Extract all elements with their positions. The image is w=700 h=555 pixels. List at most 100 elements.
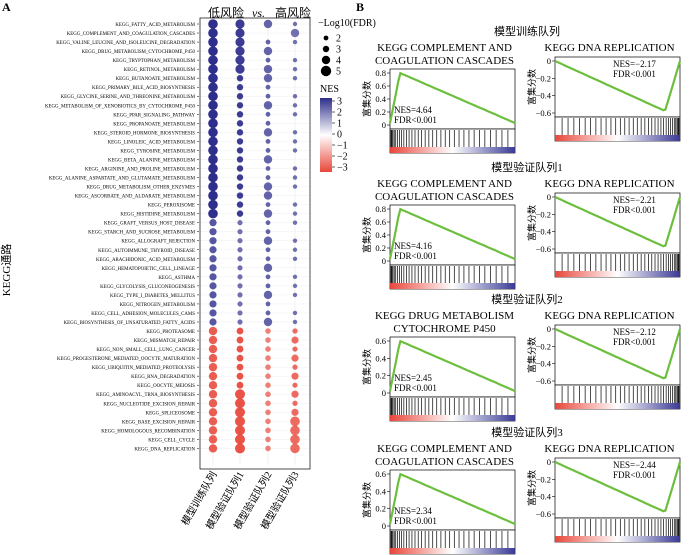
dot	[290, 425, 300, 436]
pathway-label: KEGG_ARGININE_AND_PROLINE_METABOLISM	[85, 167, 196, 172]
dot	[209, 255, 217, 263]
dot	[265, 301, 271, 307]
gsea-y-label: 富集分数	[361, 482, 372, 518]
dot	[292, 94, 298, 99]
dot	[208, 381, 218, 390]
gsea-nes: NES=−2.21	[613, 195, 656, 205]
gsea-y-tick-label: −0.6	[536, 108, 551, 118]
gsea-y-tick-label: 0.8	[375, 204, 386, 214]
enrichment-curve	[388, 207, 516, 261]
dot	[292, 175, 298, 180]
gsea-y-tick-label: −0.2	[536, 341, 551, 351]
gsea-y-tick-label: 0.2	[375, 371, 386, 381]
dot	[291, 336, 299, 344]
pathway-label: KEGG_HISTIDINE_METABOLISM	[120, 213, 195, 218]
pathway-label: KEGG_UBIQUITIN_MEDIATED_PROTEOLYSIS	[92, 366, 196, 371]
gsea-y-tick-label: 0.4	[375, 486, 386, 496]
gsea-nes: NES=−2.17	[613, 59, 656, 69]
pathway-label: KEGG_AUTOIMMUNE_THYROID_DISEASE	[98, 249, 195, 254]
dot	[263, 155, 273, 164]
dot	[236, 363, 244, 371]
pathway-label: KEGG_VALINE_LEUCINE_AND_ISOLEUCINE_DEGRA…	[56, 41, 195, 46]
dot	[208, 344, 218, 354]
pathway-label: KEGG_GLYCOLYSIS_GLUCONEOGENESIS	[100, 285, 195, 290]
dot-matrix	[208, 19, 300, 454]
pathway-label: KEGG_BIOSYNTHESIS_OF_UNSATURATED_FATTY_A…	[64, 321, 196, 326]
gsea-y-tick-label: −0.4	[536, 227, 552, 237]
gsea-y-tick-label: 0	[382, 521, 386, 531]
size-legend-label: 2	[336, 34, 341, 45]
pathway-label: KEGG_NUCLEOTIDE_EXCISION_REPAIR	[103, 402, 195, 407]
dot	[208, 181, 218, 192]
dot	[208, 390, 218, 399]
gsea-y-tick-label: 0	[547, 457, 551, 467]
dot	[292, 310, 298, 316]
dot	[292, 103, 298, 108]
dot	[292, 21, 298, 27]
pathway-label: KEGG_NITROGEN_METABOLISM	[120, 303, 196, 308]
dot	[208, 46, 218, 56]
gsea-title: KEGG COMPLEMENT AND	[377, 42, 512, 54]
gsea-fdr: FDR<0.001	[394, 383, 437, 393]
dot	[263, 182, 273, 191]
size-legend-dot	[321, 55, 331, 65]
dot	[208, 118, 218, 129]
dot	[208, 444, 218, 453]
pathway-label: KEGG_HOMOLOGOUS_RECOMBINATION	[101, 429, 195, 434]
dot	[236, 336, 244, 344]
dot	[263, 290, 273, 300]
dot	[263, 19, 273, 29]
dot	[236, 129, 244, 136]
color-legend-label: 0	[337, 130, 342, 141]
gsea-nes: NES=4.16	[394, 241, 432, 251]
dot	[265, 84, 271, 90]
dot	[236, 372, 244, 380]
dot	[292, 247, 298, 252]
gsea-y-tick-label: 0	[547, 192, 551, 202]
gsea-y-tick-label: 0	[382, 256, 386, 266]
dot	[263, 101, 273, 110]
enrichment-curve	[388, 472, 516, 526]
size-legend-label: 3	[336, 45, 341, 56]
dot	[208, 190, 218, 201]
dot	[292, 66, 298, 72]
dot	[265, 256, 271, 262]
dot	[235, 46, 245, 56]
dot	[265, 283, 271, 289]
dot	[292, 256, 298, 261]
dot	[235, 28, 245, 38]
dot	[235, 55, 245, 65]
dot	[236, 156, 244, 163]
dot	[291, 372, 299, 380]
gsea-fdr: FDR<0.001	[394, 251, 437, 261]
gsea-y-tick-label: 0.6	[375, 469, 386, 479]
size-legend-label: 5	[336, 67, 341, 78]
dot	[235, 443, 245, 454]
dot	[209, 282, 217, 290]
gsea-title: KEGG COMPLEMENT AND	[377, 178, 512, 190]
dot	[265, 138, 271, 144]
gsea-title: KEGG DRUG METABOLISM	[375, 310, 514, 322]
pathway-label: KEGG_TYROSINE_METABOLISM	[120, 149, 195, 154]
gsea-y-label: 富集分数	[361, 217, 372, 253]
section-title: 模型验证队列3	[491, 425, 563, 439]
dot	[265, 337, 271, 343]
dot	[265, 373, 271, 379]
pathway-label: KEGG_TYPE_I_DIABETES_MELLITUS	[110, 294, 195, 299]
dot	[237, 292, 243, 298]
enrichment-curve	[554, 460, 682, 513]
enrichment-curve	[554, 59, 682, 112]
dot	[292, 112, 298, 117]
pathway-label: KEGG_GLYCINE_SERINE_AND_THREONINE_METABO…	[61, 95, 196, 100]
dot	[265, 93, 271, 99]
pathway-label: KEGG_ALLOGRAFT_REJECTION	[121, 240, 195, 245]
gsea-y-tick-label: −0.2	[536, 474, 551, 484]
gsea-y-tick-label: 0.6	[375, 217, 386, 227]
pathway-label: KEGG_AMINOACYL_TRNA_BIOSYNTHESIS	[96, 393, 195, 398]
gsea-y-tick-label: 0.2	[375, 504, 386, 514]
dot	[290, 443, 300, 454]
gsea-y-label: 富集分数	[526, 69, 537, 105]
